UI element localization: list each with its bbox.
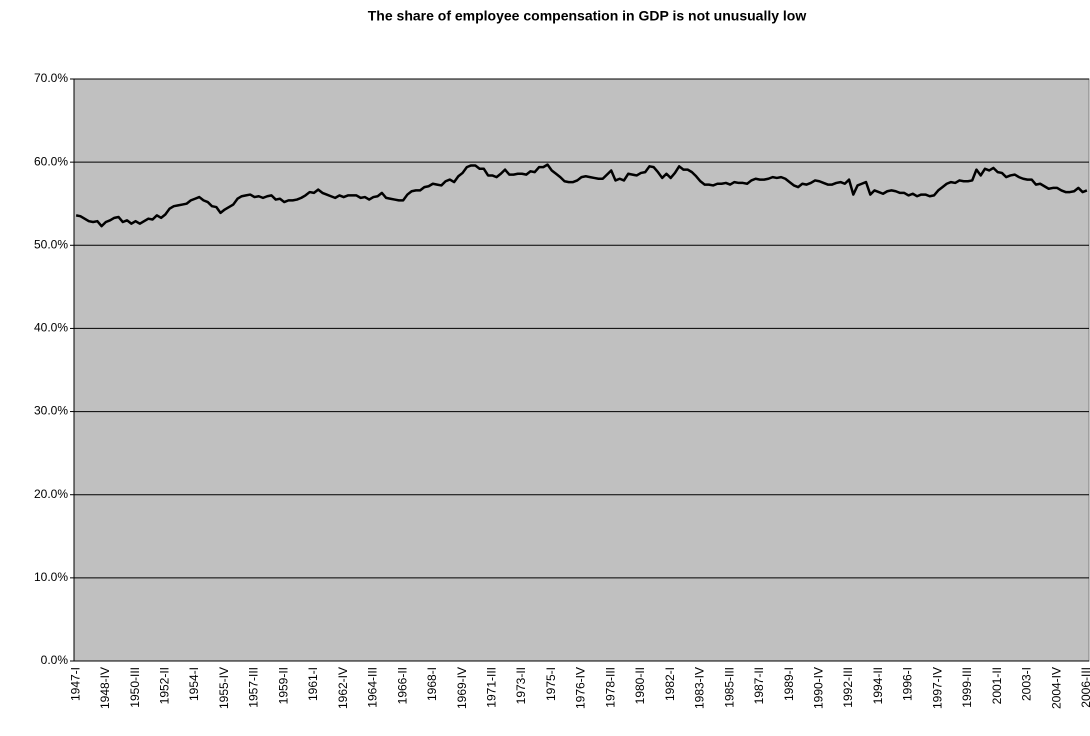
- y-tick-label: 50.0%: [34, 237, 68, 251]
- x-tick-label: 2004-IV: [1049, 667, 1063, 709]
- y-tick-label: 10.0%: [34, 570, 68, 584]
- x-tick-label: 1969-IV: [455, 667, 469, 709]
- x-tick-label: 2006-III: [1079, 667, 1090, 708]
- x-tick-label: 1994-II: [871, 667, 885, 704]
- x-tick-label: 1983-IV: [693, 667, 707, 709]
- x-tick-label: 1950-III: [128, 667, 142, 708]
- x-tick-label: 1948-IV: [98, 667, 112, 709]
- y-tick-label: 20.0%: [34, 487, 68, 501]
- y-tick-label: 40.0%: [34, 321, 68, 335]
- y-tick-label: 0.0%: [41, 653, 69, 667]
- x-tick-label: 1980-II: [633, 667, 647, 704]
- x-tick-label: 1957-III: [247, 667, 261, 708]
- y-tick-label: 60.0%: [34, 154, 68, 168]
- x-tick-label: 1989-I: [782, 667, 796, 701]
- x-tick-label: 1959-II: [276, 667, 290, 704]
- x-tick-label: 1997-IV: [930, 667, 944, 709]
- y-tick-label: 70.0%: [34, 71, 68, 85]
- x-tick-label: 1968-I: [425, 667, 439, 701]
- chart-title: The share of employee compensation in GD…: [368, 8, 807, 24]
- y-tick-label: 30.0%: [34, 404, 68, 418]
- data-line: [75, 163, 1088, 228]
- x-tick-label: 1973-II: [514, 667, 528, 704]
- x-tick-label: 1971-III: [484, 667, 498, 708]
- x-tick-label: 1952-II: [157, 667, 171, 704]
- x-tick-label: 2001-II: [990, 667, 1004, 704]
- x-tick-label: 1999-III: [960, 667, 974, 708]
- x-tick-label: 1966-II: [395, 667, 409, 704]
- x-tick-label: 1976-IV: [574, 667, 588, 709]
- x-tick-label: 1975-I: [544, 667, 558, 701]
- x-tick-label: 1964-III: [366, 667, 380, 708]
- x-tick-label: 1962-IV: [336, 667, 350, 709]
- x-tick-label: 1954-I: [187, 667, 201, 701]
- x-tick-label: 1961-I: [306, 667, 320, 701]
- plot-area: [73, 78, 1090, 662]
- x-tick-label: 1987-II: [752, 667, 766, 704]
- x-tick-label: 1985-III: [722, 667, 736, 708]
- x-tick-label: 1982-I: [663, 667, 677, 701]
- x-tick-label: 1992-III: [841, 667, 855, 708]
- x-tick-label: 1990-IV: [811, 667, 825, 709]
- x-tick-label: 1947-I: [68, 667, 82, 701]
- x-tick-label: 2003-I: [1020, 667, 1034, 701]
- x-tick-label: 1955-IV: [217, 667, 231, 709]
- x-tick-label: 1978-III: [603, 667, 617, 708]
- x-tick-label: 1996-I: [901, 667, 915, 701]
